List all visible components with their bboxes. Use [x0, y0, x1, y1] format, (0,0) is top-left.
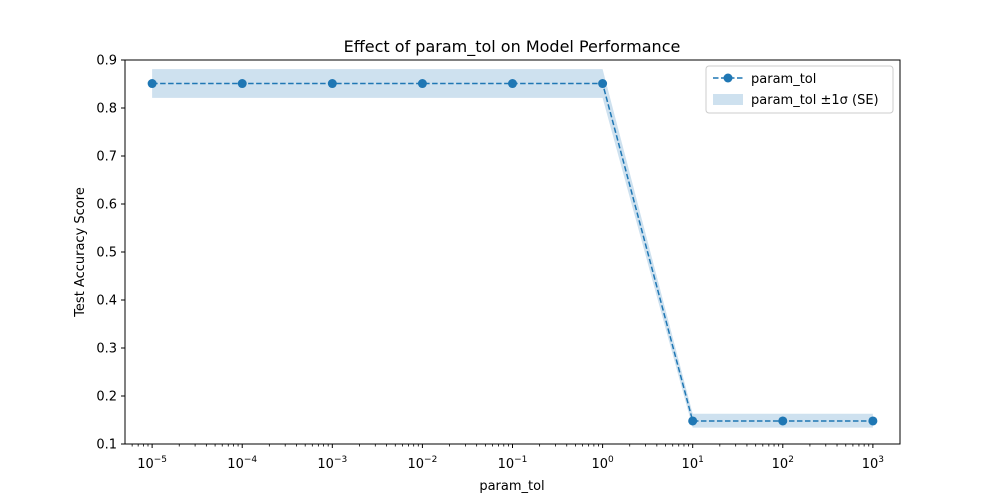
y-tick-label: 0.2 [96, 390, 117, 405]
legend-line-label: param_tol [751, 72, 816, 87]
x-tick-label: 101 [682, 455, 704, 472]
y-tick-label: 0.1 [96, 438, 117, 453]
x-tick-label: 10−3 [317, 455, 347, 472]
data-point [237, 79, 247, 89]
data-point [688, 416, 698, 426]
data-point [147, 79, 157, 89]
x-tick-label: 10−5 [137, 455, 167, 472]
y-tick-label: 0.8 [96, 102, 117, 117]
legend-box [705, 65, 894, 114]
legend-band-label: param_tol ±1σ (SE) [751, 93, 879, 108]
series-line-layer [152, 82, 873, 422]
x-axis: 10−5 10−4 10−3 10−2 10−1 100 101 102 103 [131, 444, 884, 472]
y-tick-label: 0.3 [96, 342, 117, 357]
legend-marker-swatch [723, 73, 733, 83]
y-tick-label: 0.6 [96, 198, 117, 213]
data-point [598, 79, 608, 89]
error-band-layer [152, 69, 873, 428]
y-axis-label: Test Accuracy Score [73, 187, 88, 318]
series-line [152, 82, 873, 422]
chart-title: Effect of param_tol on Model Performance [344, 37, 681, 57]
data-point [778, 416, 788, 426]
y-tick-label: 0.7 [96, 150, 117, 165]
error-band [152, 69, 873, 428]
x-tick-label: 103 [862, 455, 884, 472]
x-axis-label: param_tol [479, 479, 544, 494]
y-tick-label: 0.9 [96, 54, 117, 69]
data-point [327, 79, 337, 89]
x-tick-label: 102 [772, 455, 794, 472]
x-tick-label: 10−2 [407, 455, 437, 472]
data-point-layer [147, 79, 878, 426]
data-point [868, 416, 878, 426]
x-tick-label: 10−1 [498, 455, 528, 472]
legend-band-swatch [713, 94, 743, 105]
x-tick-label: 100 [591, 455, 614, 472]
y-axis: 0.1 0.2 0.3 0.4 0.5 0.6 0.7 0.8 0.9 [96, 54, 125, 453]
y-tick-label: 0.5 [96, 246, 117, 261]
data-point [417, 79, 427, 89]
legend: param_tol param_tol ±1σ (SE) [705, 65, 894, 114]
x-tick-label: 10−4 [227, 455, 257, 472]
y-tick-label: 0.4 [96, 294, 117, 309]
plot-frame [124, 59, 901, 445]
data-point [508, 79, 517, 89]
